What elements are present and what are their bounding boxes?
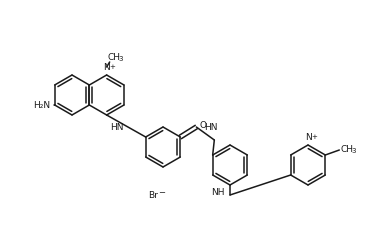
Text: 3: 3: [352, 148, 356, 154]
Text: CH: CH: [340, 144, 353, 153]
Text: CH: CH: [108, 53, 121, 62]
Text: +: +: [311, 134, 317, 140]
Text: Br: Br: [148, 190, 158, 200]
Text: +: +: [110, 64, 116, 70]
Text: N: N: [103, 63, 110, 72]
Text: HN: HN: [110, 124, 123, 132]
Text: O: O: [199, 122, 206, 130]
Text: 3: 3: [119, 56, 123, 62]
Text: N: N: [305, 133, 311, 142]
Text: HN: HN: [204, 123, 218, 131]
Text: NH: NH: [212, 188, 225, 197]
Text: H₂N: H₂N: [33, 101, 51, 109]
Text: −: −: [158, 188, 165, 198]
